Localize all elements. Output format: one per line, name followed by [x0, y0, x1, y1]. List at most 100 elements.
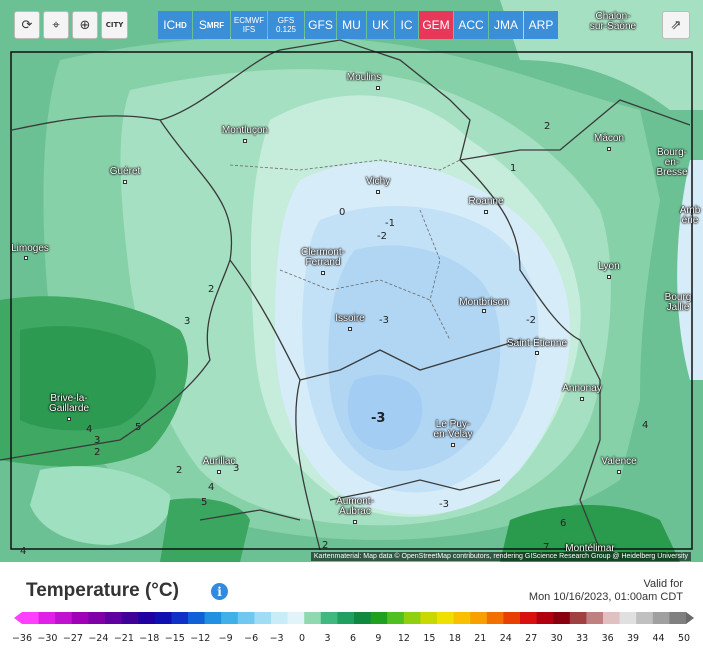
model-button-ic-hd[interactable]: IC HD	[158, 11, 192, 39]
city-toggle-button[interactable]: CITY	[101, 11, 128, 39]
model-button-acc[interactable]: ACC	[454, 11, 488, 39]
contour-label: 3	[94, 435, 101, 446]
model-button-jma[interactable]: JMA	[489, 11, 523, 39]
city-label: Montbrison	[459, 297, 509, 308]
city-marker	[67, 417, 71, 421]
contour-label: -2	[526, 315, 536, 326]
model-button-smrf[interactable]: S MRF	[193, 11, 230, 39]
scale-tick-label: 0	[299, 633, 306, 644]
location-button[interactable]: ⌖	[43, 11, 69, 39]
scale-tick-label: 27	[525, 633, 538, 644]
scale-tick-label: 21	[474, 633, 487, 644]
scale-tick-label: −36	[11, 633, 33, 644]
model-button-gfs-0125[interactable]: GFS 0.125	[268, 11, 304, 39]
city-label: Aumont- Aubrac	[336, 496, 374, 517]
share-button[interactable]: ⇗	[662, 11, 690, 39]
city-label: Vichy	[365, 176, 391, 187]
city-label: Mâcon	[593, 133, 625, 144]
scale-end-arrow-right	[686, 612, 694, 624]
scale-swatch	[619, 612, 637, 624]
scale-tick-label: 3	[324, 633, 331, 644]
contour-label: 3	[184, 316, 191, 327]
city-marker	[243, 139, 247, 143]
contour-label: 0	[339, 207, 346, 218]
city-label: Roanne	[468, 196, 504, 207]
scale-swatch	[669, 612, 687, 624]
scale-swatch	[387, 612, 405, 624]
scale-swatch	[520, 612, 538, 624]
city-label: Bourg- en-Bresse	[656, 147, 688, 178]
model-button-ecmwf[interactable]: ECMWF IFS	[231, 11, 267, 39]
city-label: Le Puy- en-Velay	[433, 419, 473, 440]
scale-tick-label: 24	[499, 633, 512, 644]
contour-label: 2	[322, 540, 329, 551]
scale-swatch	[304, 612, 322, 624]
city-marker	[321, 271, 325, 275]
scale-tick-label: 30	[550, 633, 563, 644]
contour-label: 7	[543, 542, 550, 553]
scale-swatch	[221, 612, 239, 624]
scale-tick-label: −18	[139, 633, 160, 644]
city-marker	[451, 443, 455, 447]
zoom-button[interactable]: ⊕	[72, 11, 98, 39]
scale-tick-label: 6	[349, 633, 357, 644]
contour-label: -1	[385, 218, 395, 229]
contour-label: 2	[208, 284, 215, 295]
scale-swatch	[603, 612, 621, 624]
city-marker	[123, 180, 127, 184]
city-label: Chalon- sur-Saône	[589, 11, 637, 32]
city-marker	[580, 397, 584, 401]
scale-swatch	[569, 612, 587, 624]
location-pin-icon: ⌖	[52, 17, 60, 33]
scale-swatch	[354, 612, 372, 624]
info-button[interactable]: i	[211, 583, 228, 600]
scale-swatch	[38, 612, 56, 624]
map-attribution[interactable]: Kartenmaterial: Map data © OpenStreetMap…	[310, 552, 691, 561]
scale-swatch	[420, 612, 438, 624]
temperature-map[interactable]: ⟳ ⌖ ⊕ CITY IC HD S MRF ECMWF IFS GFS 0.125 G…	[0, 0, 703, 562]
scale-tick-label: 18	[448, 633, 461, 644]
refresh-button[interactable]: ⟳	[14, 11, 40, 39]
model-button-arp[interactable]: ARP	[524, 11, 558, 39]
city-marker	[376, 86, 380, 90]
scale-swatch	[503, 612, 521, 624]
city-marker	[482, 309, 486, 313]
scale-swatch	[71, 612, 89, 624]
map-canvas	[0, 0, 703, 562]
scale-tick-label: 15	[423, 633, 436, 644]
city-label: Aurillac	[202, 456, 236, 467]
model-button-gem[interactable]: GEM	[419, 11, 453, 39]
city-label: Brive-la- Gaillarde	[48, 393, 90, 414]
model-button-mu[interactable]: MU	[337, 11, 366, 39]
scale-swatch	[636, 612, 654, 624]
city-marker	[484, 210, 488, 214]
scale-swatch	[586, 612, 604, 624]
contour-label: 5	[201, 497, 208, 508]
contour-label: 2	[94, 447, 101, 458]
model-button-uk[interactable]: UK	[367, 11, 394, 39]
scale-tick-label: 50	[677, 633, 691, 644]
scale-tick-label: −21	[113, 633, 134, 644]
scale-swatch	[536, 612, 554, 624]
scale-tick-label: −27	[62, 633, 83, 644]
contour-label: 4	[642, 420, 649, 431]
model-button-gfs[interactable]: GFS	[305, 11, 336, 39]
contour-label: 4	[86, 424, 93, 435]
scale-swatch	[188, 612, 206, 624]
scale-swatch	[254, 612, 272, 624]
scale-swatch	[403, 612, 421, 624]
city-marker	[535, 351, 539, 355]
scale-swatch	[154, 612, 172, 624]
scale-swatch	[337, 612, 355, 624]
city-label: Saint-Étienne	[506, 338, 568, 349]
model-button-ic[interactable]: IC	[395, 11, 418, 39]
contour-label: -3	[371, 411, 386, 426]
color-scale-ticks: −36 −30 −27 −24 −21 −18 −15 −12 −9 −6 −3 0 3 6 9 12 15 18…	[12, 633, 694, 647]
scale-swatch	[320, 612, 338, 624]
city-label: Montélimar	[565, 543, 615, 554]
share-icon: ⇗	[670, 17, 682, 33]
contour-label: 2	[176, 465, 183, 476]
valid-time: Valid for Mon 10/16/2023, 01:00am CDT	[529, 578, 683, 604]
city-marker	[24, 256, 28, 260]
scale-swatch	[271, 612, 289, 624]
